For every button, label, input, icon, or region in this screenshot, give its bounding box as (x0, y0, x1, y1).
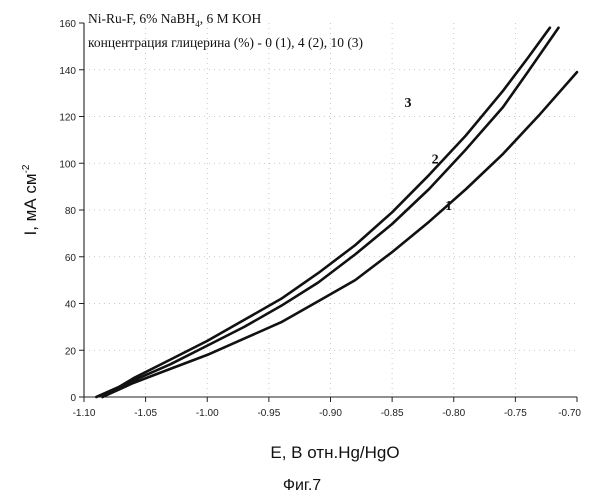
series-line-2 (96, 28, 558, 397)
series-label-3: 3 (404, 96, 411, 111)
x-tick-label: -0.80 (442, 408, 465, 419)
series-label-1: 1 (445, 199, 452, 214)
figure-caption: Фиг.7 (283, 477, 321, 494)
chart-title: Ni-Ru-F, 6% NaBH4, 6 M KOH (88, 11, 262, 29)
y-tick-label: 140 (59, 66, 76, 77)
y-tick-label: 20 (65, 346, 77, 357)
y-tick-label: 80 (65, 206, 77, 217)
x-tick-label: -0.95 (257, 408, 280, 419)
y-tick-label: 100 (59, 159, 76, 170)
y-tick-label: 40 (65, 300, 77, 311)
series-line-1 (103, 72, 578, 397)
grid (84, 23, 577, 397)
y-tick-label: 0 (70, 393, 76, 404)
y-tick-label: 160 (59, 19, 76, 30)
x-tick-label: -1.00 (196, 408, 219, 419)
axes (84, 23, 577, 397)
x-tick-label: -0.70 (558, 408, 581, 419)
series-line-3 (103, 28, 550, 397)
x-axis-label: E, B отн.Hg/HgO (270, 443, 399, 462)
y-tick-label: 120 (59, 113, 76, 124)
y-tick-label: 60 (65, 253, 77, 264)
chart-subtitle: концентрация глицерина (%) - 0 (1), 4 (2… (88, 35, 363, 50)
x-ticks: -1.10 -1.05 -1.00 -0.95 -0.90 -0.85 -0.80 -0.75… (73, 397, 582, 419)
x-tick-label: -0.90 (319, 408, 342, 419)
y-ticks: 0 20 40 60 80 100 120 140 160 (59, 19, 84, 404)
series: 123 (96, 28, 577, 397)
x-tick-label: -1.05 (134, 408, 157, 419)
x-tick-label: -0.75 (504, 408, 527, 419)
y-axis-label: I, мА см-2 (21, 164, 40, 235)
x-tick-label: -1.10 (73, 408, 96, 419)
x-tick-label: -0.85 (381, 408, 404, 419)
